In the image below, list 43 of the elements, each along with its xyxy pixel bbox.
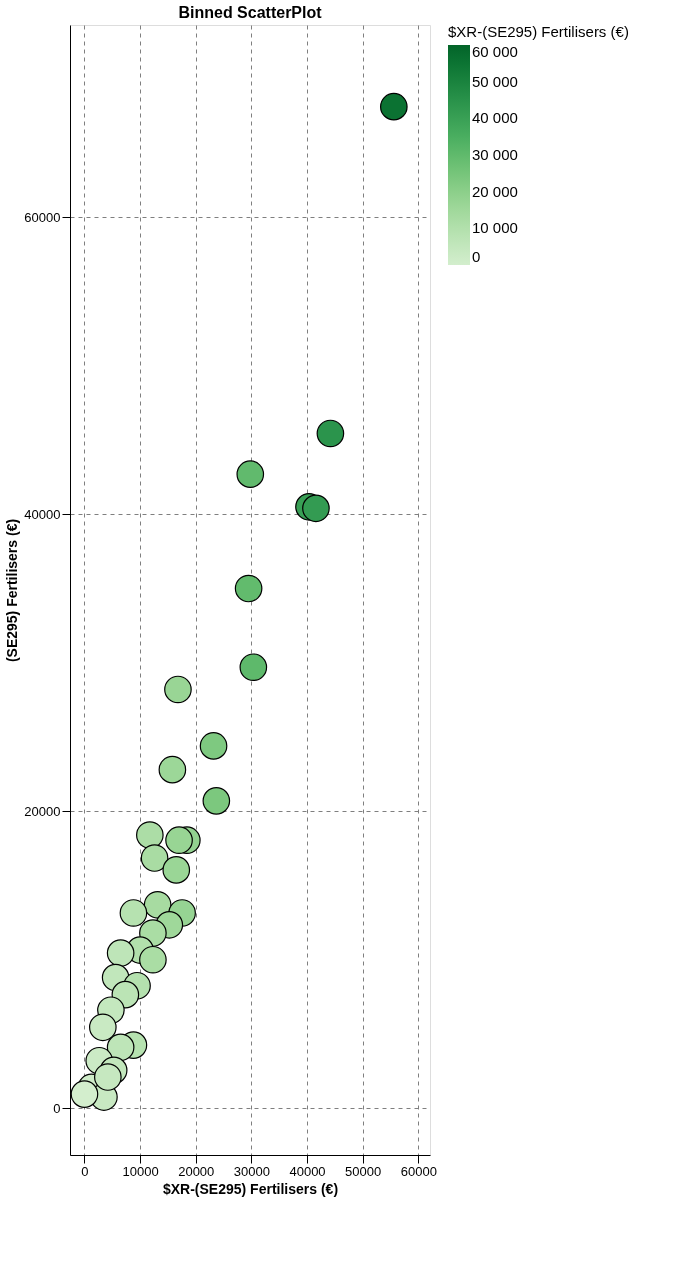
color-bar-label: 20 000 — [472, 182, 518, 200]
point — [236, 460, 265, 488]
point — [162, 856, 191, 884]
point — [106, 939, 135, 967]
point — [239, 653, 268, 682]
x-tick-label: 10000 — [122, 1163, 159, 1179]
color-bar-label: 50 000 — [472, 72, 518, 90]
chart-title: Binned ScatterPlot — [178, 4, 323, 21]
x-tick-label: 40000 — [289, 1163, 326, 1179]
point — [234, 574, 263, 603]
color-bar-label: 40 000 — [472, 109, 518, 127]
y-axis-title: (SE295) Fertilisers (€) — [4, 518, 21, 663]
point — [119, 899, 148, 927]
y-tick-label: 0 — [53, 1100, 61, 1116]
x-tick-label: 0 — [81, 1163, 89, 1179]
point — [202, 787, 231, 815]
point — [199, 732, 228, 760]
point — [89, 1013, 117, 1042]
x-axis-title: $XR-(SE295) Fertilisers (€) — [162, 1180, 339, 1197]
color-bar-label: 60 000 — [472, 43, 518, 60]
point — [165, 826, 193, 855]
x-tick-label: 30000 — [233, 1163, 270, 1179]
x-tick-label: 60000 — [400, 1163, 437, 1179]
color-bar-label: 30 000 — [472, 146, 518, 163]
point — [316, 419, 345, 448]
color-bar-label: 10 000 — [472, 219, 518, 237]
point — [302, 494, 330, 523]
y-tick-label: 20000 — [24, 803, 61, 819]
x-tick-label: 20000 — [178, 1163, 215, 1179]
point — [164, 675, 192, 704]
point — [380, 92, 408, 121]
y-tick-label: 40000 — [24, 506, 61, 522]
point — [136, 821, 164, 849]
point — [139, 945, 167, 974]
point — [94, 1063, 122, 1091]
point — [106, 1033, 135, 1062]
color-bar-label: 0 — [472, 248, 481, 265]
point — [140, 844, 169, 872]
point — [158, 755, 187, 784]
color-bar-title: $XR-(SE295) Fertilisers (€) — [448, 23, 629, 40]
y-tick-label: 60000 — [24, 209, 61, 225]
point — [70, 1080, 99, 1108]
x-tick-label: 50000 — [345, 1163, 382, 1179]
